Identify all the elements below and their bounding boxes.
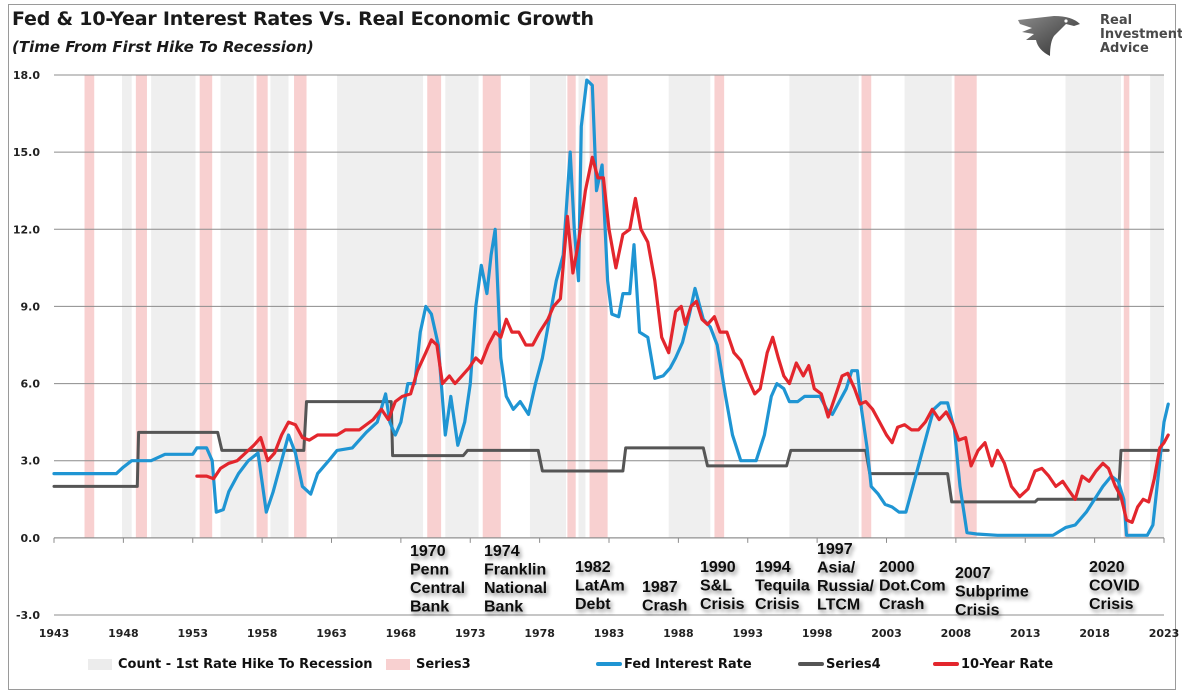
y-tick-label: -3.0 — [16, 609, 40, 622]
event-annotation: 1994 Tequila Crisis — [755, 559, 810, 613]
annotation-line: Russia/ — [817, 578, 874, 595]
x-tick-label: 1983 — [594, 627, 625, 640]
annotation-line: Asia/ — [817, 560, 856, 577]
y-tick-label: 12.0 — [13, 223, 40, 236]
annotation-line: Crisis — [700, 596, 745, 613]
y-tick-label: 18.0 — [13, 69, 40, 82]
legend-swatch-fed — [596, 662, 622, 666]
x-tick-label: 2018 — [1079, 627, 1110, 640]
legend-label-hike: Count - 1st Rate Hike To Recession — [118, 656, 373, 672]
brand-line-3: Advice — [1100, 41, 1149, 56]
x-tick-label: 1988 — [663, 627, 694, 640]
annotations: 1970 Penn Central Bank 1974 Franklin National B… — [410, 541, 1140, 619]
x-tick-label: 1943 — [39, 627, 70, 640]
annotation-line: Crash — [879, 596, 924, 613]
event-annotation: 1974 Franklin National Bank — [484, 543, 547, 616]
event-annotation: 1987 Crash — [642, 579, 687, 615]
y-tick-label: 3.0 — [21, 455, 41, 468]
event-annotation: 1982 LatAm Debt — [575, 559, 625, 613]
series-lines — [52, 78, 1170, 537]
legend-item-series3: Series3 — [386, 654, 471, 674]
ten-year-rate-line — [195, 155, 1170, 524]
annotation-line: Crisis — [1089, 596, 1134, 613]
annotation-line: LatAm — [575, 578, 625, 595]
x-tick-label: 2023 — [1149, 627, 1180, 640]
legend-label-series4: Series4 — [826, 656, 881, 672]
annotation-line: Subprime — [955, 584, 1029, 601]
fed-rate-line — [52, 78, 1170, 537]
y-tick-label: 9.0 — [21, 300, 41, 313]
annotation-line: Franklin — [484, 562, 546, 579]
chart-subtitle: (Time From First Hike To Recession) — [12, 38, 314, 56]
event-annotation: 1990 S&L Crisis — [700, 559, 745, 613]
annotation-line: COVID — [1089, 578, 1140, 595]
legend-swatch-10yr — [933, 662, 959, 666]
x-tick-label: 1993 — [732, 627, 763, 640]
event-annotation: 1970 Penn Central Bank — [410, 543, 465, 616]
x-tick-label: 2008 — [941, 627, 972, 640]
y-tick-label: 15.0 — [13, 146, 40, 159]
annotation-line: 1974 — [484, 543, 520, 560]
event-annotation: 1997 Asia/Russia/LTCM — [817, 541, 874, 614]
event-annotation: 2007 Subprime Crisis — [955, 565, 1029, 619]
annotation-line: Crisis — [755, 596, 800, 613]
annotation-line: 1994 — [755, 559, 791, 576]
event-annotation: 2020 COVID Crisis — [1089, 559, 1140, 613]
annotation-line: 2000 — [879, 559, 915, 576]
annotation-line: 1997 — [817, 541, 853, 558]
annotation-line: Penn — [410, 562, 449, 579]
annotation-line: 1970 — [410, 543, 446, 560]
x-tick-label: 2003 — [871, 627, 902, 640]
y-tick-label: 6.0 — [21, 378, 41, 391]
axes: 1943 1948 1953 1958 1963 1968 1973 1978 1983 1988… — [39, 537, 1180, 640]
annotation-line: 2007 — [955, 565, 991, 582]
annotation-line: 2020 — [1089, 559, 1125, 576]
annotation-line: LTCM — [817, 597, 860, 614]
x-tick-label: 1978 — [524, 627, 555, 640]
annotation-line: 1982 — [575, 559, 611, 576]
annotation-line: Dot.Com — [879, 578, 946, 595]
series4-line — [52, 400, 1170, 504]
legend-swatch-series3 — [386, 658, 410, 670]
legend-label-10yr: 10-Year Rate — [961, 656, 1054, 672]
annotation-line: Crash — [642, 598, 687, 615]
x-tick-label: 1998 — [802, 627, 833, 640]
chart-legend: Count - 1st Rate Hike To Recession Serie… — [0, 654, 1182, 674]
chart-title: Fed & 10-Year Interest Rates Vs. Real Ec… — [12, 8, 594, 30]
eagle-head-icon — [1018, 16, 1080, 56]
brand-logo: Real Investment Advice — [1012, 10, 1182, 62]
annotation-line: Tequila — [755, 578, 810, 595]
legend-label-fed: Fed Interest Rate — [624, 656, 752, 672]
annotation-line: Bank — [484, 599, 523, 616]
brand-line-2: Investment — [1100, 27, 1182, 42]
legend-swatch-hike — [88, 658, 112, 670]
annotation-line: Bank — [410, 599, 449, 616]
x-tick-label: 1973 — [455, 627, 486, 640]
x-tick-label: 1968 — [386, 627, 417, 640]
event-annotation: 2000 Dot.Com Crash — [879, 559, 946, 613]
annotation-line: Central — [410, 580, 465, 597]
x-tick-label: 1948 — [108, 627, 139, 640]
annotation-line: S&L — [700, 578, 732, 595]
x-tick-label: 1958 — [247, 627, 278, 640]
legend-item-series4: Series4 — [798, 654, 881, 674]
annotation-line: Crisis — [955, 602, 1000, 619]
annotation-line: Debt — [575, 596, 611, 613]
legend-item-fed-rate: Fed Interest Rate — [596, 654, 752, 674]
x-tick-label: 2013 — [1010, 627, 1041, 640]
brand-line-1: Real — [1100, 13, 1133, 28]
x-tick-label: 1953 — [177, 627, 208, 640]
legend-label-series3: Series3 — [416, 656, 471, 672]
annotation-line: 1987 — [642, 579, 678, 596]
annotation-line: National — [484, 580, 547, 597]
x-tick-label: 1963 — [316, 627, 347, 640]
legend-item-hike-count: Count - 1st Rate Hike To Recession — [88, 654, 373, 674]
annotation-line: 1990 — [700, 559, 736, 576]
legend-item-10yr: 10-Year Rate — [933, 654, 1053, 674]
y-tick-label: 0.0 — [21, 532, 41, 545]
legend-swatch-series4 — [798, 662, 824, 666]
brand-name: Real Investment Advice — [1100, 14, 1182, 56]
